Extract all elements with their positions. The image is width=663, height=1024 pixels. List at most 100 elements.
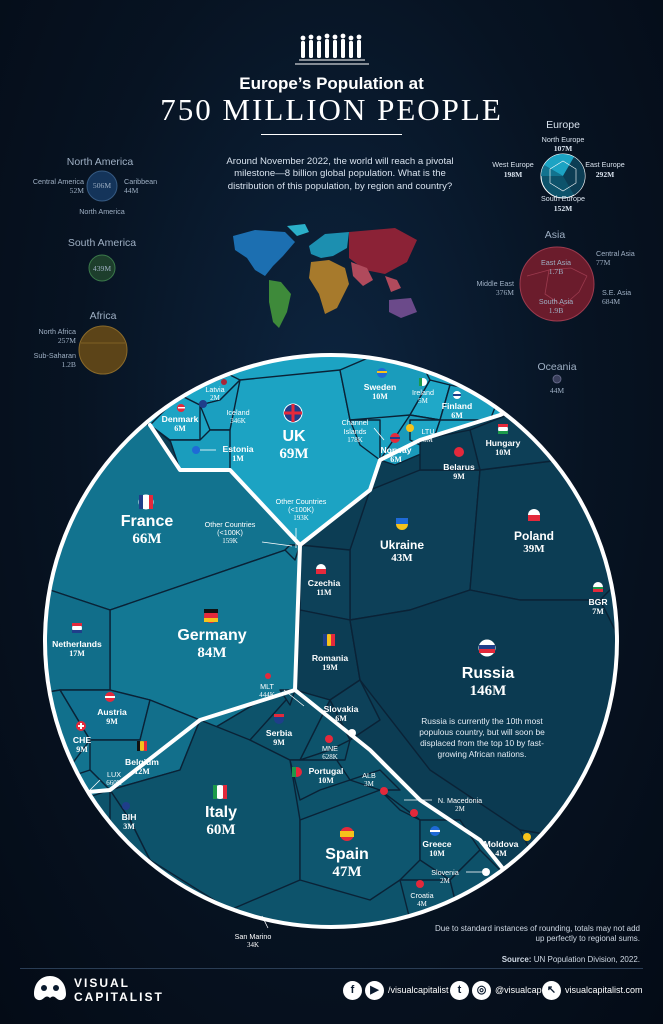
ukraine-flag-icon bbox=[396, 518, 408, 530]
france-flag-icon bbox=[138, 494, 154, 510]
rounding-note: Due to standard instances of rounding, t… bbox=[434, 924, 640, 943]
south-asia-label: South Asia bbox=[538, 297, 574, 306]
sub-saharan-label: Sub-Saharan bbox=[33, 351, 76, 360]
source-label: Source: bbox=[501, 955, 532, 964]
cell-russia bbox=[349, 589, 617, 851]
central-asia-label: Central Asia bbox=[596, 249, 635, 258]
logo-text: VISUAL CAPITALIST bbox=[74, 976, 164, 1004]
europe-west-value: 198M bbox=[503, 170, 523, 179]
alb-flag-icon bbox=[380, 787, 388, 795]
europe-south-value: 152M bbox=[553, 204, 573, 213]
central-america-value: 52M bbox=[69, 186, 84, 195]
east-asia-value: 1.7B bbox=[548, 267, 564, 276]
belgium-flag-icon bbox=[137, 741, 147, 751]
cell-alb bbox=[349, 769, 401, 791]
cell-iceland bbox=[199, 379, 241, 431]
middle-east-value: 376M bbox=[495, 288, 514, 297]
source-text: UN Population Division, 2022. bbox=[533, 955, 640, 964]
slovenia-flag-icon bbox=[482, 868, 490, 876]
cursor-icon[interactable]: ↖ bbox=[542, 981, 561, 1000]
hungary-flag-icon bbox=[498, 424, 508, 434]
border-north bbox=[148, 355, 617, 547]
caribbean-value: 44M bbox=[124, 186, 139, 195]
czechia-flag-icon bbox=[316, 564, 326, 574]
iceland-flag-icon bbox=[199, 400, 207, 408]
poland-flag-icon bbox=[528, 509, 540, 521]
central-asia-value: 77M bbox=[596, 258, 611, 267]
north-africa-label: North Africa bbox=[38, 327, 76, 336]
latvia-flag-icon bbox=[221, 379, 227, 385]
handle-visualcapitalist[interactable]: /visualcapitalist bbox=[388, 985, 449, 995]
sweden-flag-icon bbox=[377, 368, 387, 378]
norway-flag-icon bbox=[390, 433, 400, 443]
leader-sanmarino bbox=[261, 915, 269, 929]
se-asia-label: S.E. Asia bbox=[602, 288, 632, 297]
nmacedonia-flag-icon bbox=[410, 809, 418, 817]
europe-mini-pie bbox=[540, 153, 586, 199]
europe-north-label: North Europe bbox=[541, 135, 585, 144]
europe-mini-title: Europe bbox=[546, 119, 580, 131]
cell-belarus bbox=[419, 429, 481, 471]
south-america-mini-circle bbox=[88, 254, 116, 282]
south-asia-value: 1.9B bbox=[548, 306, 564, 315]
denmark-flag-icon bbox=[177, 404, 185, 412]
se-asia-value: 684M bbox=[602, 297, 621, 306]
asia-mini-circle bbox=[519, 246, 595, 322]
cell-nmacedonia bbox=[379, 789, 421, 821]
cell-czechia bbox=[299, 544, 351, 621]
north-america-title: North America bbox=[66, 156, 134, 168]
border-west-east bbox=[293, 543, 302, 692]
twitter-icon[interactable]: t bbox=[450, 981, 469, 1000]
italy-flag-icon bbox=[213, 785, 227, 799]
oceania-mini-circle bbox=[552, 374, 562, 384]
south-america-value: 439M bbox=[92, 264, 112, 273]
footer-divider bbox=[20, 968, 643, 969]
visual-capitalist-logo[interactable] bbox=[30, 972, 70, 1004]
youtube-icon[interactable]: ▶ bbox=[365, 981, 384, 1000]
north-america-label: North America bbox=[79, 207, 125, 216]
bgr-flag-icon bbox=[593, 582, 603, 592]
intro-text: Around November 2022, the world will rea… bbox=[226, 156, 454, 192]
romania-flag-icon bbox=[323, 634, 335, 646]
europe-east-value: 292M bbox=[595, 170, 615, 179]
che-flag-icon bbox=[76, 721, 86, 731]
title-underline bbox=[261, 134, 402, 135]
europe-north-value: 107M bbox=[553, 144, 573, 153]
russia-flag-icon bbox=[478, 639, 496, 657]
south-america-title: South America bbox=[67, 237, 137, 249]
flag-icons bbox=[72, 368, 603, 888]
africa-title: Africa bbox=[89, 310, 117, 322]
central-america-label: Central America bbox=[32, 177, 84, 186]
ireland-flag-icon bbox=[419, 378, 427, 386]
croatia-flag-icon bbox=[416, 880, 424, 888]
oceania-title: Oceania bbox=[537, 361, 577, 373]
sub-saharan-value: 1.2B bbox=[61, 360, 76, 369]
logo-line-1: VISUAL bbox=[74, 976, 131, 990]
handle-visualcap[interactable]: @visualcap bbox=[495, 985, 542, 995]
cell-poland bbox=[469, 459, 617, 601]
asia-title: Asia bbox=[544, 229, 566, 241]
europe-south-label: South Europe bbox=[541, 194, 585, 203]
leader-channel bbox=[373, 427, 385, 441]
greece-flag-icon bbox=[430, 826, 440, 836]
bih-flag-icon bbox=[122, 802, 130, 810]
europe-west-label: West Europe bbox=[492, 160, 534, 169]
leader-west-other bbox=[261, 541, 293, 547]
africa-mini-circle bbox=[78, 325, 128, 375]
russia-callout: Russia is currently the 10th most populo… bbox=[419, 716, 545, 759]
caribbean-label: Caribbean bbox=[124, 177, 158, 186]
netherlands-flag-icon bbox=[72, 623, 82, 633]
website-link[interactable]: visualcapitalist.com bbox=[565, 985, 643, 995]
north-america-value: 506M bbox=[92, 181, 112, 190]
belarus-flag-icon bbox=[454, 447, 464, 457]
facebook-icon[interactable]: f bbox=[343, 981, 362, 1000]
title-line-1: Europe’s Population at bbox=[239, 74, 424, 93]
people-silhouettes-icon bbox=[295, 33, 369, 65]
mne-flag-icon bbox=[325, 735, 333, 743]
instagram-icon[interactable]: ◎ bbox=[472, 981, 491, 1000]
austria-flag-icon bbox=[105, 692, 115, 702]
germany-flag-icon bbox=[204, 609, 218, 623]
leader-lux bbox=[89, 779, 101, 791]
slovakia-flag-icon bbox=[348, 729, 356, 737]
